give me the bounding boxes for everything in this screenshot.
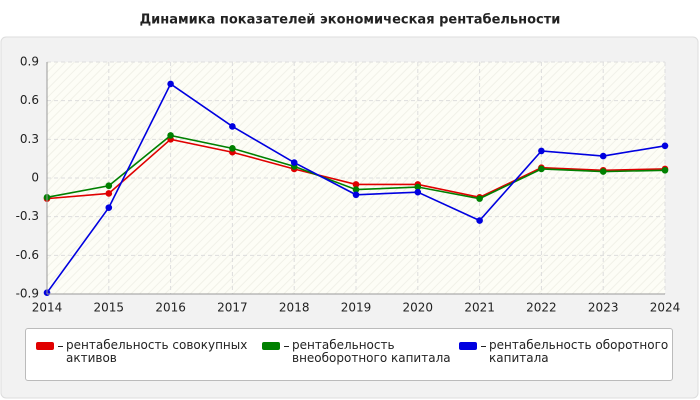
legend-swatch (36, 342, 54, 350)
point (352, 191, 360, 199)
point (352, 181, 360, 188)
x-tick-label: 2023 (588, 301, 619, 315)
point (476, 217, 483, 224)
point (538, 147, 545, 155)
y-tick-label: -0.9 (16, 287, 39, 301)
point (167, 80, 174, 88)
chart-title: Динамика показателей экономическая рента… (140, 13, 561, 28)
point (105, 190, 113, 197)
legend: рентабельность совокупных активов рентабе… (25, 328, 673, 381)
y-tick-label: -0.6 (16, 248, 39, 262)
legend-item: рентабельность совокупных активов (36, 339, 256, 365)
x-tick-label: 2020 (403, 301, 434, 315)
point (599, 152, 607, 160)
legend-label: рентабельность оборотного капитала (489, 338, 669, 365)
point (661, 142, 669, 150)
x-tick-label: 2019 (341, 301, 372, 315)
point (476, 195, 483, 202)
point (352, 186, 360, 193)
legend-dash (481, 346, 486, 347)
y-tick-label: 0 (31, 171, 39, 185)
x-tick-label: 2018 (279, 301, 310, 315)
legend-label: рентабельность внеоборотного капитала (292, 338, 451, 365)
legend-swatch (459, 342, 477, 350)
legend-swatch (262, 342, 280, 350)
legend-dash (58, 346, 63, 347)
x-tick-label: 2016 (155, 301, 186, 315)
legend-item: рентабельность внеоборотного капитала (262, 339, 452, 365)
point (105, 182, 113, 190)
x-tick-label: 2022 (526, 301, 557, 315)
point (167, 132, 174, 139)
legend-dash (284, 346, 289, 347)
x-tick-label: 2014 (32, 301, 63, 315)
point (661, 166, 669, 174)
point (599, 168, 607, 175)
point (538, 165, 545, 173)
y-tick-label: 0.9 (20, 55, 39, 69)
legend-label: рентабельность совокупных активов (66, 338, 248, 365)
legend-item: рентабельность оборотного капитала (459, 339, 689, 365)
point (414, 183, 422, 191)
x-tick-label: 2015 (94, 301, 125, 315)
point (290, 159, 298, 166)
point (229, 123, 236, 130)
y-tick-label: 0.3 (20, 132, 39, 146)
y-tick-label: -0.3 (16, 209, 39, 223)
x-tick-label: 2024 (650, 301, 681, 315)
point (414, 188, 422, 196)
y-tick-label: 0.6 (20, 93, 39, 107)
point (229, 145, 236, 152)
x-tick-label: 2017 (217, 301, 248, 315)
point (105, 204, 113, 211)
x-tick-label: 2021 (464, 301, 495, 315)
